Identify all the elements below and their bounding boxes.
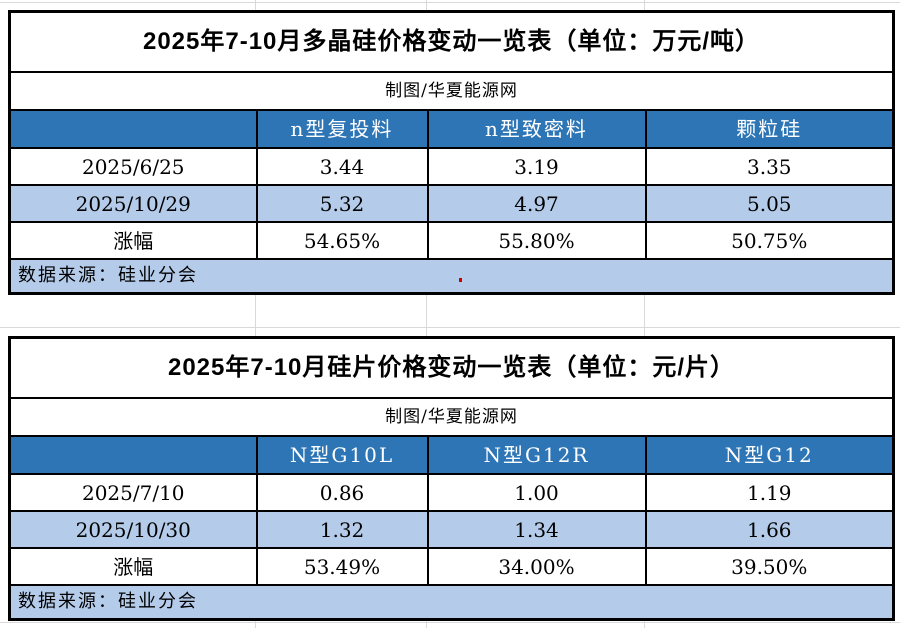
- value-cell: 53.49%: [255, 547, 429, 586]
- value-cell: 1.34: [426, 510, 647, 549]
- column-header: 颗粒硅: [644, 109, 895, 149]
- row-label-date: 2025/6/25: [8, 147, 258, 186]
- column-header: n型致密料: [426, 109, 647, 149]
- value-cell: 1.32: [255, 510, 429, 549]
- value-cell: 4.97: [426, 184, 647, 223]
- wafer-price-table: 2025年7-10月硅片价格变动一览表（单位：元/片） 制图/华夏能源网 N型G…: [8, 336, 896, 621]
- polysilicon-price-table: 2025年7-10月多晶硅价格变动一览表（单位：万元/吨） 制图/华夏能源网 n…: [8, 10, 896, 295]
- grid-line-vertical: [255, 0, 256, 628]
- value-cell: 1.66: [644, 510, 895, 549]
- column-header: N型G12R: [426, 435, 647, 475]
- grid-line-horizontal: [0, 327, 900, 328]
- data-source-note: 数据来源：硅业分会: [8, 584, 895, 621]
- value-cell: 1.00: [426, 473, 647, 512]
- table-subtitle: 制图/华夏能源网: [8, 397, 895, 437]
- value-cell: 50.75%: [644, 221, 895, 260]
- column-header: n型复投料: [255, 109, 429, 149]
- grid-line-vertical: [426, 0, 427, 628]
- data-source-note: 数据来源：硅业分会: [8, 258, 895, 295]
- value-cell: 34.00%: [426, 547, 647, 586]
- column-header: N型G10L: [255, 435, 429, 475]
- value-cell: 1.19: [644, 473, 895, 512]
- table-subtitle: 制图/华夏能源网: [8, 71, 895, 111]
- red-marker-dot: [459, 278, 462, 282]
- grid-line-horizontal: [0, 622, 900, 623]
- row-label-change: 涨幅: [8, 221, 258, 260]
- value-cell: 55.80%: [426, 221, 647, 260]
- value-cell: 3.35: [644, 147, 895, 186]
- table-title: 2025年7-10月硅片价格变动一览表（单位：元/片）: [8, 336, 895, 399]
- value-cell: 3.44: [255, 147, 429, 186]
- row-label-date: 2025/10/29: [8, 184, 258, 223]
- value-cell: 5.32: [255, 184, 429, 223]
- value-cell: 3.19: [426, 147, 647, 186]
- value-cell: 39.50%: [644, 547, 895, 586]
- value-cell: 0.86: [255, 473, 429, 512]
- column-header: N型G12: [644, 435, 895, 475]
- row-label-date: 2025/10/30: [8, 510, 258, 549]
- column-header-corner: [8, 109, 258, 149]
- table-title: 2025年7-10月多晶硅价格变动一览表（单位：万元/吨）: [8, 10, 895, 73]
- row-label-change: 涨幅: [8, 547, 258, 586]
- value-cell: 54.65%: [255, 221, 429, 260]
- grid-line-horizontal: [0, 2, 900, 3]
- column-header-corner: [8, 435, 258, 475]
- grid-line-vertical: [644, 0, 645, 628]
- row-label-date: 2025/7/10: [8, 473, 258, 512]
- value-cell: 5.05: [644, 184, 895, 223]
